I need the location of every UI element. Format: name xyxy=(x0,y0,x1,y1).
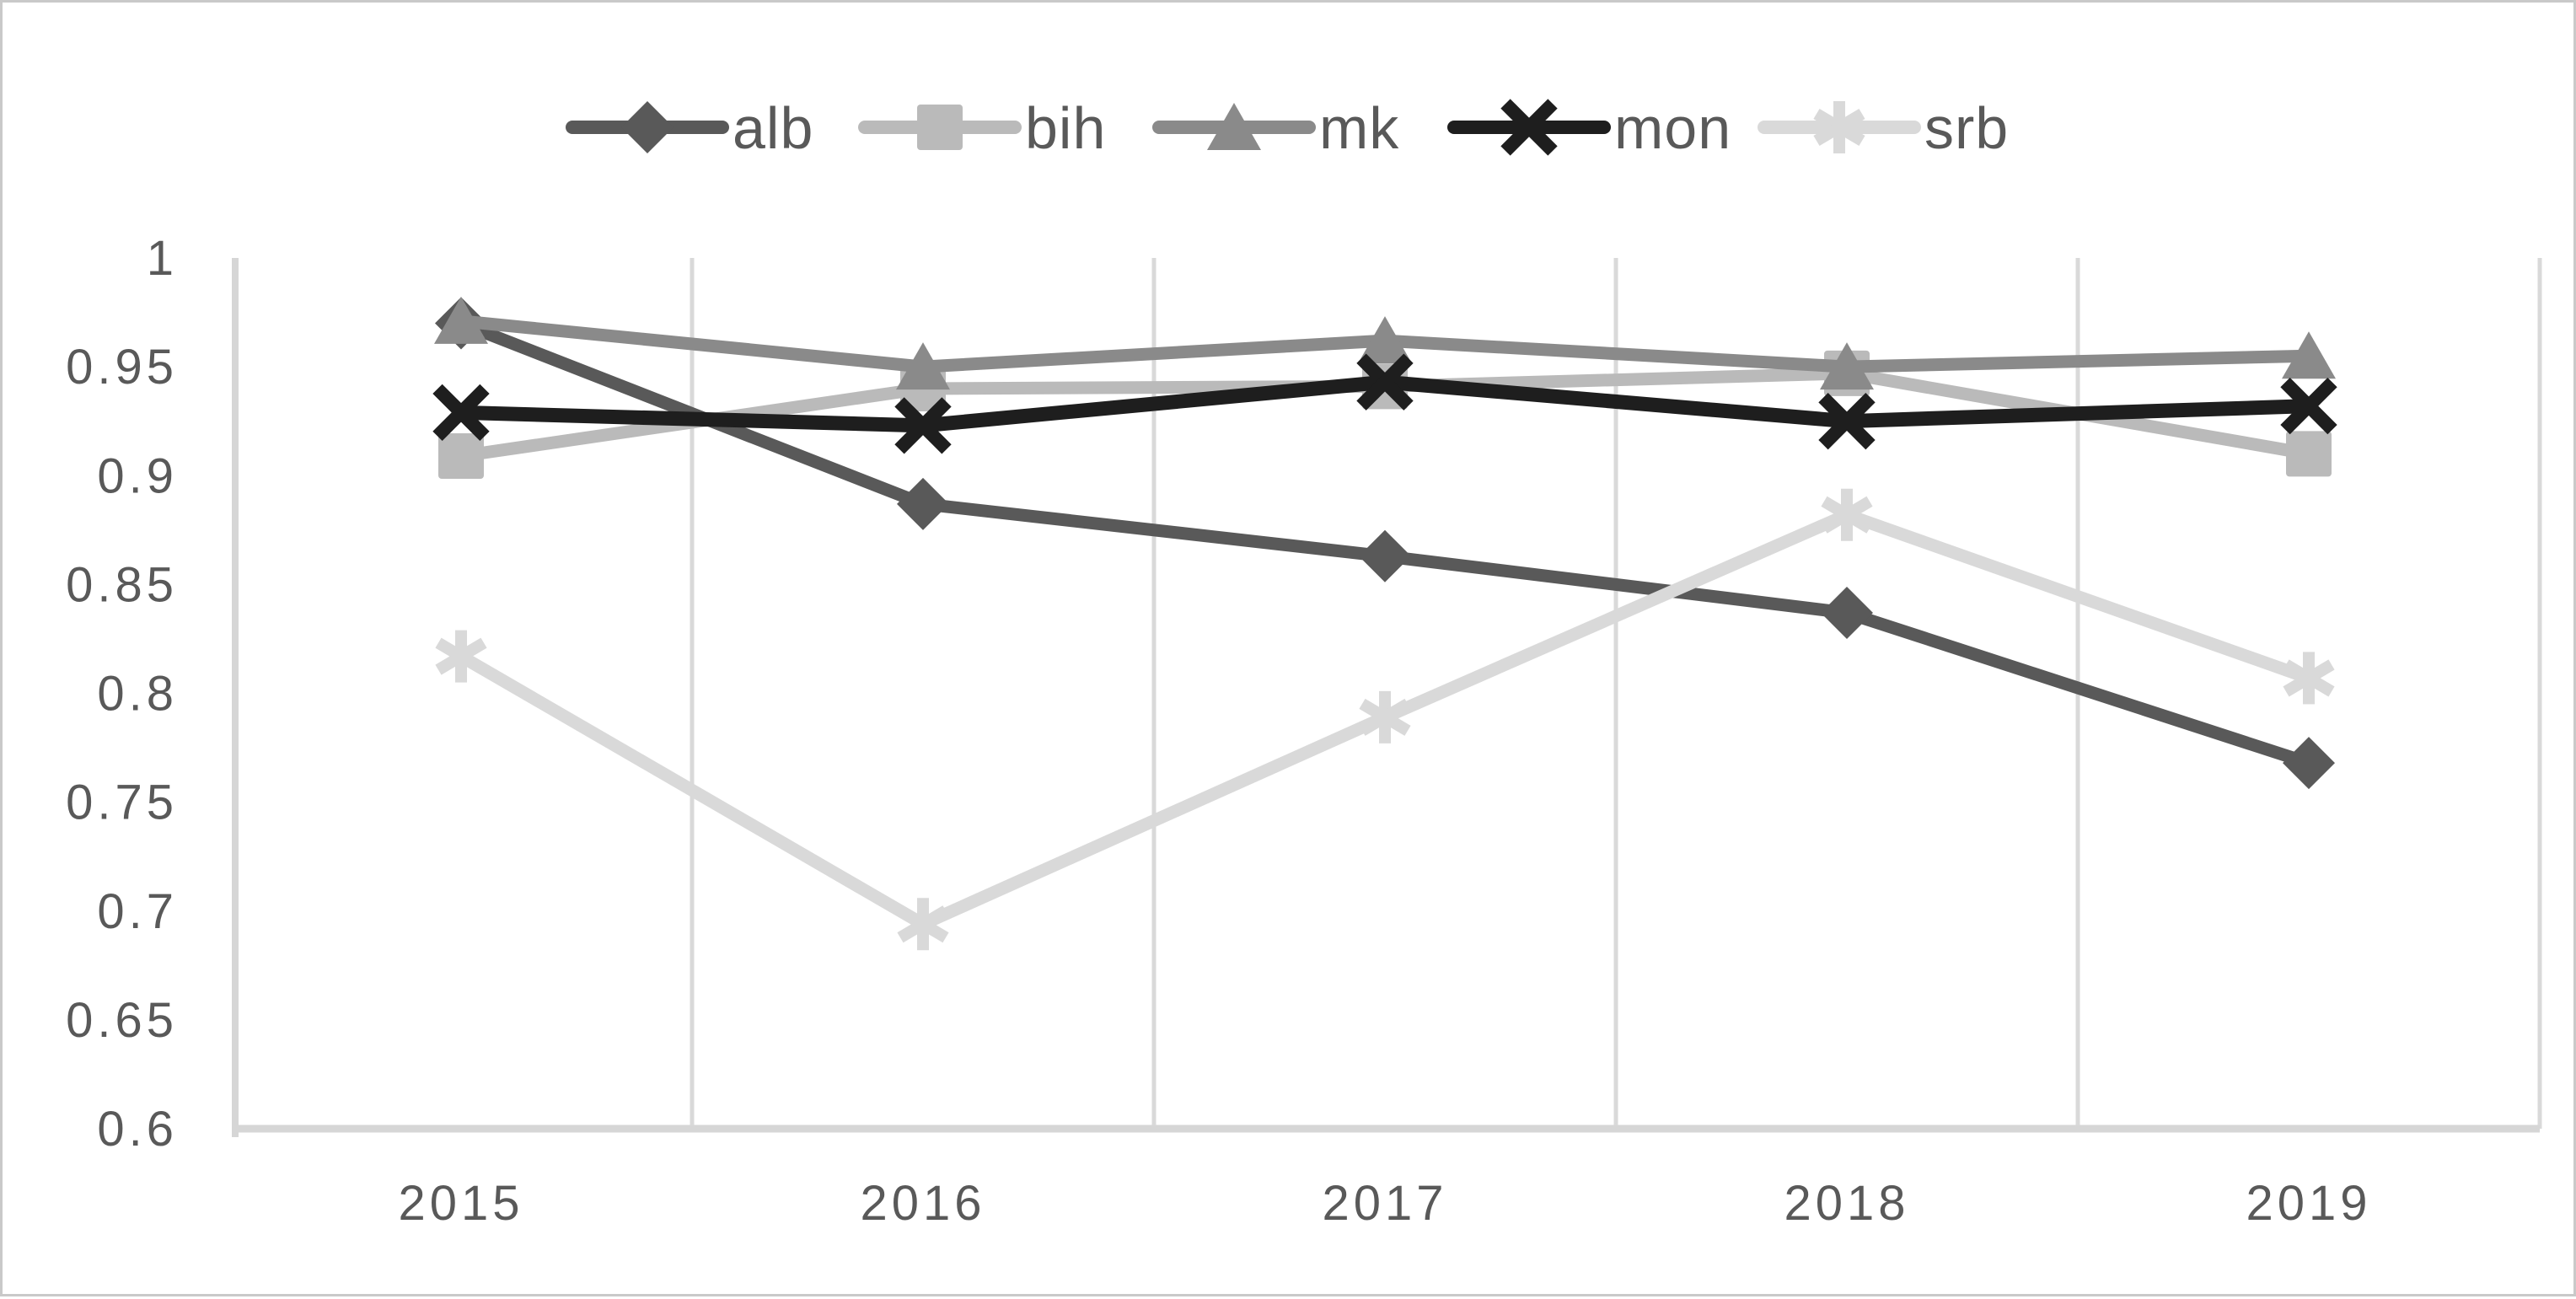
legend-label-bih: bih xyxy=(1025,95,1106,161)
legend-label-mon: mon xyxy=(1614,95,1731,161)
legend-item-alb: alb xyxy=(566,95,813,161)
y-tick-label: 0.7 xyxy=(97,884,178,939)
legend-item-mk: mk xyxy=(1152,95,1399,161)
series-mon xyxy=(432,353,2337,454)
y-tick-label: 1 xyxy=(147,231,178,286)
x-tick-label: 2015 xyxy=(398,1176,523,1231)
x-tick-label: 2019 xyxy=(2246,1176,2371,1231)
y-tick-label: 0.6 xyxy=(97,1102,178,1157)
x-tick-label: 2017 xyxy=(1322,1176,1447,1231)
legend: alb bih mk mon srb xyxy=(566,95,2009,161)
y-axis-labels: 1 0.95 0.9 0.85 0.8 0.75 0.7 0.65 0.6 xyxy=(66,231,178,1157)
series-mk xyxy=(434,296,2336,390)
axes xyxy=(232,258,2540,1137)
legend-item-srb: srb xyxy=(1758,95,2009,161)
y-tick-label: 0.75 xyxy=(66,776,178,830)
x-tick-label: 2018 xyxy=(1784,1176,1909,1231)
y-tick-label: 0.8 xyxy=(97,667,178,722)
y-tick-label: 0.65 xyxy=(66,993,178,1048)
y-tick-label: 0.85 xyxy=(66,557,178,612)
legend-item-mon: mon xyxy=(1447,95,1731,161)
series-alb xyxy=(435,297,2335,790)
legend-label-mk: mk xyxy=(1319,95,1399,161)
x-tick-label: 2016 xyxy=(860,1176,985,1231)
y-tick-label: 0.95 xyxy=(66,340,178,395)
y-tick-label: 0.9 xyxy=(97,448,178,503)
legend-item-bih: bih xyxy=(858,95,1106,161)
series-srb xyxy=(435,488,2335,951)
x-axis-labels: 2015 2016 2017 2018 2019 xyxy=(398,1176,2371,1231)
legend-label-alb: alb xyxy=(733,95,813,161)
legend-label-srb: srb xyxy=(1924,95,2009,161)
